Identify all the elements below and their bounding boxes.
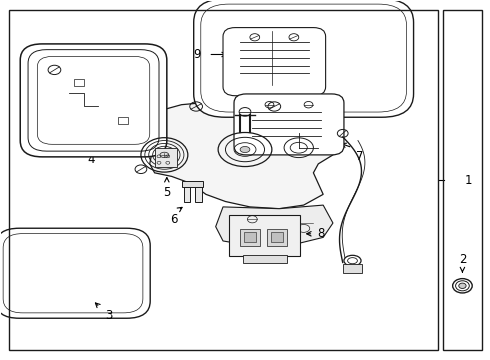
Bar [243,256,287,264]
Bar [195,187,201,202]
FancyBboxPatch shape [201,4,407,112]
Text: 4: 4 [87,153,95,166]
Bar [267,229,287,246]
Ellipse shape [453,279,472,293]
Bar [182,181,203,187]
Polygon shape [150,101,343,209]
Bar [155,148,176,167]
Text: 9: 9 [194,48,201,61]
Polygon shape [216,205,333,246]
Text: 1: 1 [465,174,472,186]
Bar [74,79,84,86]
Text: 3: 3 [105,309,112,322]
FancyBboxPatch shape [194,0,414,117]
Text: 5: 5 [163,186,171,199]
Bar [244,232,256,242]
Ellipse shape [459,283,466,288]
Ellipse shape [160,152,169,158]
Bar [118,117,128,124]
FancyBboxPatch shape [37,57,150,144]
Bar [343,264,362,273]
FancyBboxPatch shape [234,94,344,155]
FancyBboxPatch shape [0,228,150,318]
FancyBboxPatch shape [223,28,326,96]
Bar [229,215,300,256]
Bar [271,232,283,242]
Text: 2: 2 [459,253,466,266]
Ellipse shape [240,147,250,153]
Bar [9,10,438,350]
FancyBboxPatch shape [28,50,159,151]
FancyBboxPatch shape [3,234,143,313]
Bar [443,10,482,350]
Bar [240,229,260,246]
Bar [184,187,190,202]
Text: 7: 7 [356,150,364,163]
Ellipse shape [344,255,361,266]
FancyBboxPatch shape [20,44,167,157]
Text: 8: 8 [317,227,324,240]
Text: 6: 6 [171,213,178,226]
